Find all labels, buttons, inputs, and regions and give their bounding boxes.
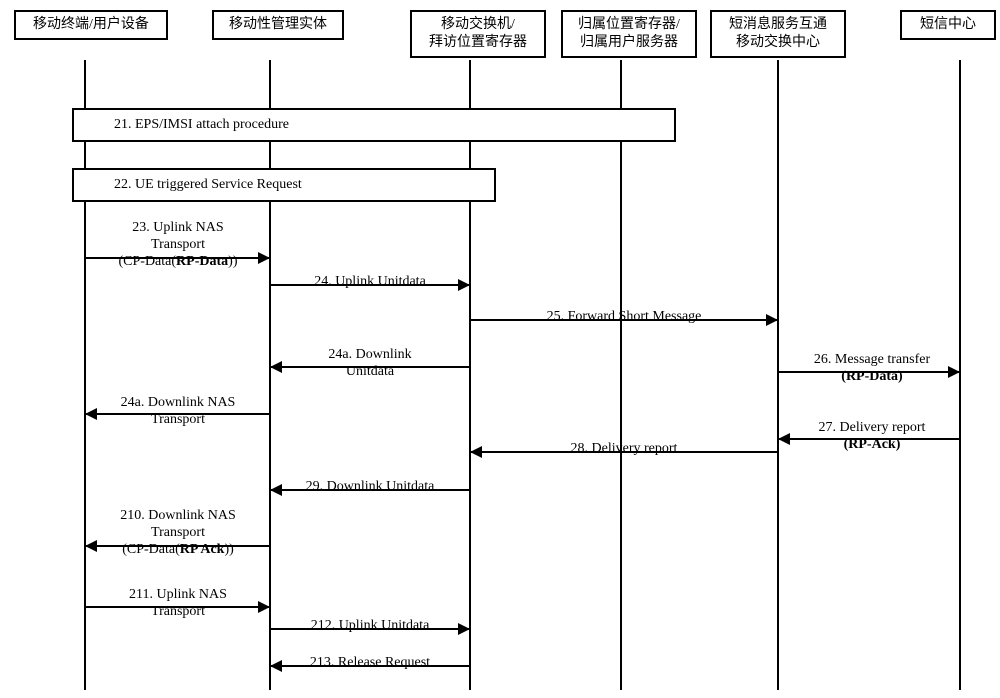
arrowhead-10 [258,601,270,613]
message-label-11: 212. Uplink Unitdata [280,618,460,635]
participant-msc: 移动交换机/拜访位置寄存器 [410,10,546,58]
sequence-diagram: 移动终端/用户设备 移动性管理实体 移动交换机/拜访位置寄存器归属位置寄存器/归属用… [0,0,1000,698]
lifeline-mme [269,60,271,690]
arrowhead-2 [766,314,778,326]
message-label-4: 26. Message transfer(RP-Data) [777,352,967,386]
arrowhead-7 [470,446,482,458]
message-label-9: 210. Downlink NASTransport(CP-Data(RP Ac… [88,508,268,558]
arrowhead-3 [270,361,282,373]
lifeline-ue [84,60,86,690]
message-label-5: 24a. Downlink NASTransport [88,395,268,429]
participant-mme: 移动性管理实体 [212,10,344,40]
message-label-7: 28. Delivery report [524,441,724,458]
participant-hlr: 归属位置寄存器/归属用户服务器 [561,10,697,58]
message-label-12: 213. Release Request [270,655,470,672]
lifeline-hlr [620,60,622,690]
lifeline-msc [469,60,471,690]
frame-box-1: 22. UE triggered Service Request [72,168,496,202]
participant-ue: 移动终端/用户设备 [14,10,168,40]
message-label-2: 25. Forward Short Message [494,309,754,326]
message-label-1: 24. Uplink Unitdata [280,274,460,291]
message-label-6: 27. Delivery report(RP-Ack) [782,420,962,454]
participant-smsc: 短信中心 [900,10,996,40]
participant-iwmsc: 短消息服务互通移动交换中心 [710,10,846,58]
message-label-0: 23. Uplink NASTransport(CP-Data(RP-Data)… [88,220,268,270]
frame-box-0: 21. EPS/IMSI attach procedure [72,108,676,142]
message-label-3: 24a. DownlinkUnitdata [300,347,440,381]
message-label-10: 211. Uplink NASTransport [103,587,253,621]
message-label-8: 29. Downlink Unitdata [270,479,470,496]
